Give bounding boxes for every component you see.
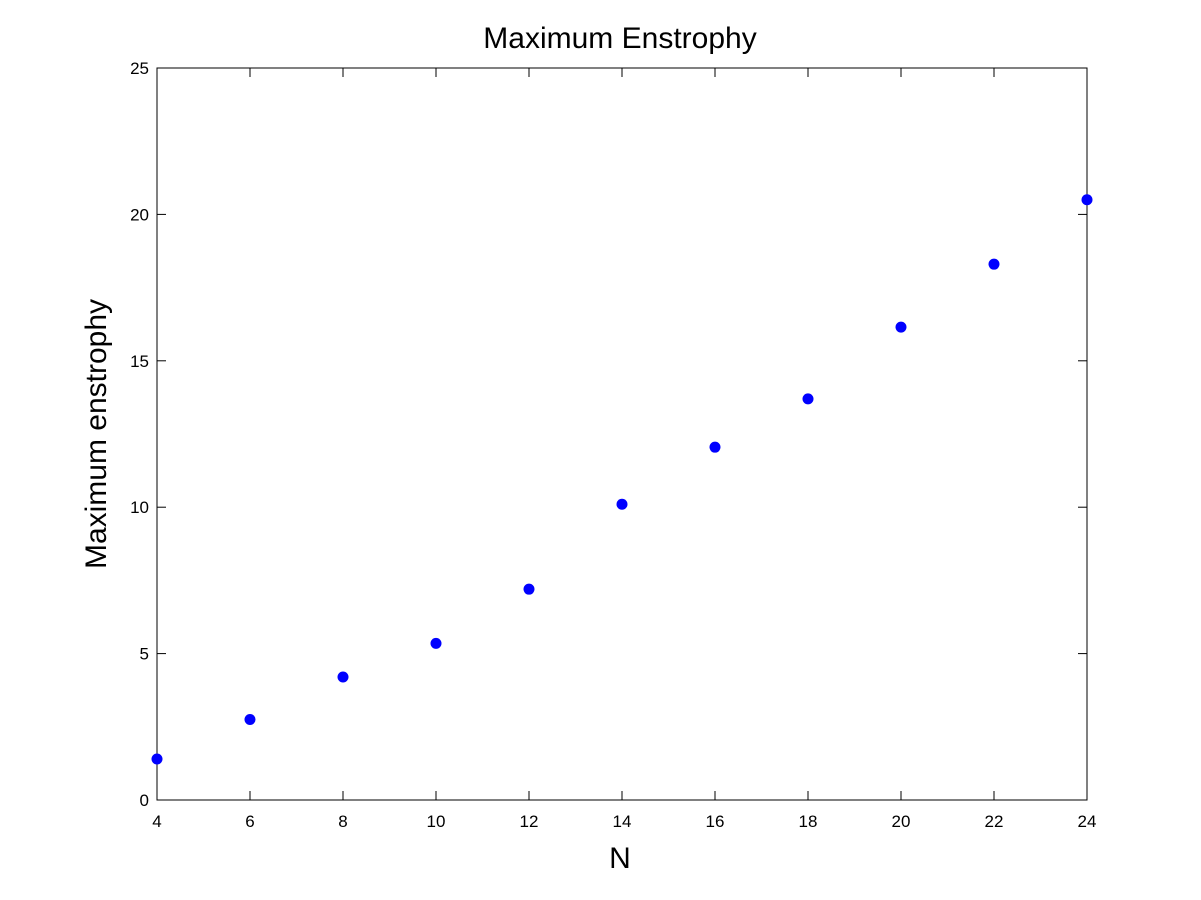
- y-tick-label: 0: [140, 791, 149, 810]
- data-point: [1081, 194, 1093, 206]
- data-point: [337, 671, 349, 683]
- data-point: [523, 583, 535, 595]
- x-tick-label: 6: [245, 812, 254, 831]
- x-tick-label: 10: [427, 812, 446, 831]
- y-tick-label: 10: [130, 498, 149, 517]
- data-point: [802, 393, 814, 405]
- data-point: [430, 637, 442, 649]
- y-axis-label: Maximum enstrophy: [80, 299, 113, 569]
- x-tick-label: 18: [799, 812, 818, 831]
- data-point: [988, 258, 1000, 270]
- data-point: [151, 753, 163, 765]
- y-tick-label: 25: [130, 59, 149, 78]
- x-tick-label: 24: [1078, 812, 1097, 831]
- data-point: [616, 498, 628, 510]
- data-point: [244, 713, 256, 725]
- tick-labels: 4 6 8 10 12 14 16 18 20 22 24 0 5 10 15 20 25: [130, 59, 1096, 831]
- data-point: [895, 321, 907, 333]
- y-tick-label: 20: [130, 205, 149, 224]
- x-tick-label: 12: [520, 812, 539, 831]
- x-tick-label: 4: [152, 812, 161, 831]
- chart-title: Maximum Enstrophy: [483, 22, 756, 55]
- axis-ticks: [156, 67, 1088, 801]
- data-points: [151, 194, 1093, 765]
- x-tick-label: 16: [706, 812, 725, 831]
- plot-area: [156, 67, 1088, 801]
- y-tick-label: 5: [140, 645, 149, 664]
- x-tick-label: 22: [985, 812, 1004, 831]
- data-point: [709, 441, 721, 453]
- x-tick-label: 8: [338, 812, 347, 831]
- x-tick-label: 14: [613, 812, 632, 831]
- x-tick-label: 20: [892, 812, 911, 831]
- y-tick-label: 15: [130, 352, 149, 371]
- x-axis-label: N: [609, 842, 631, 875]
